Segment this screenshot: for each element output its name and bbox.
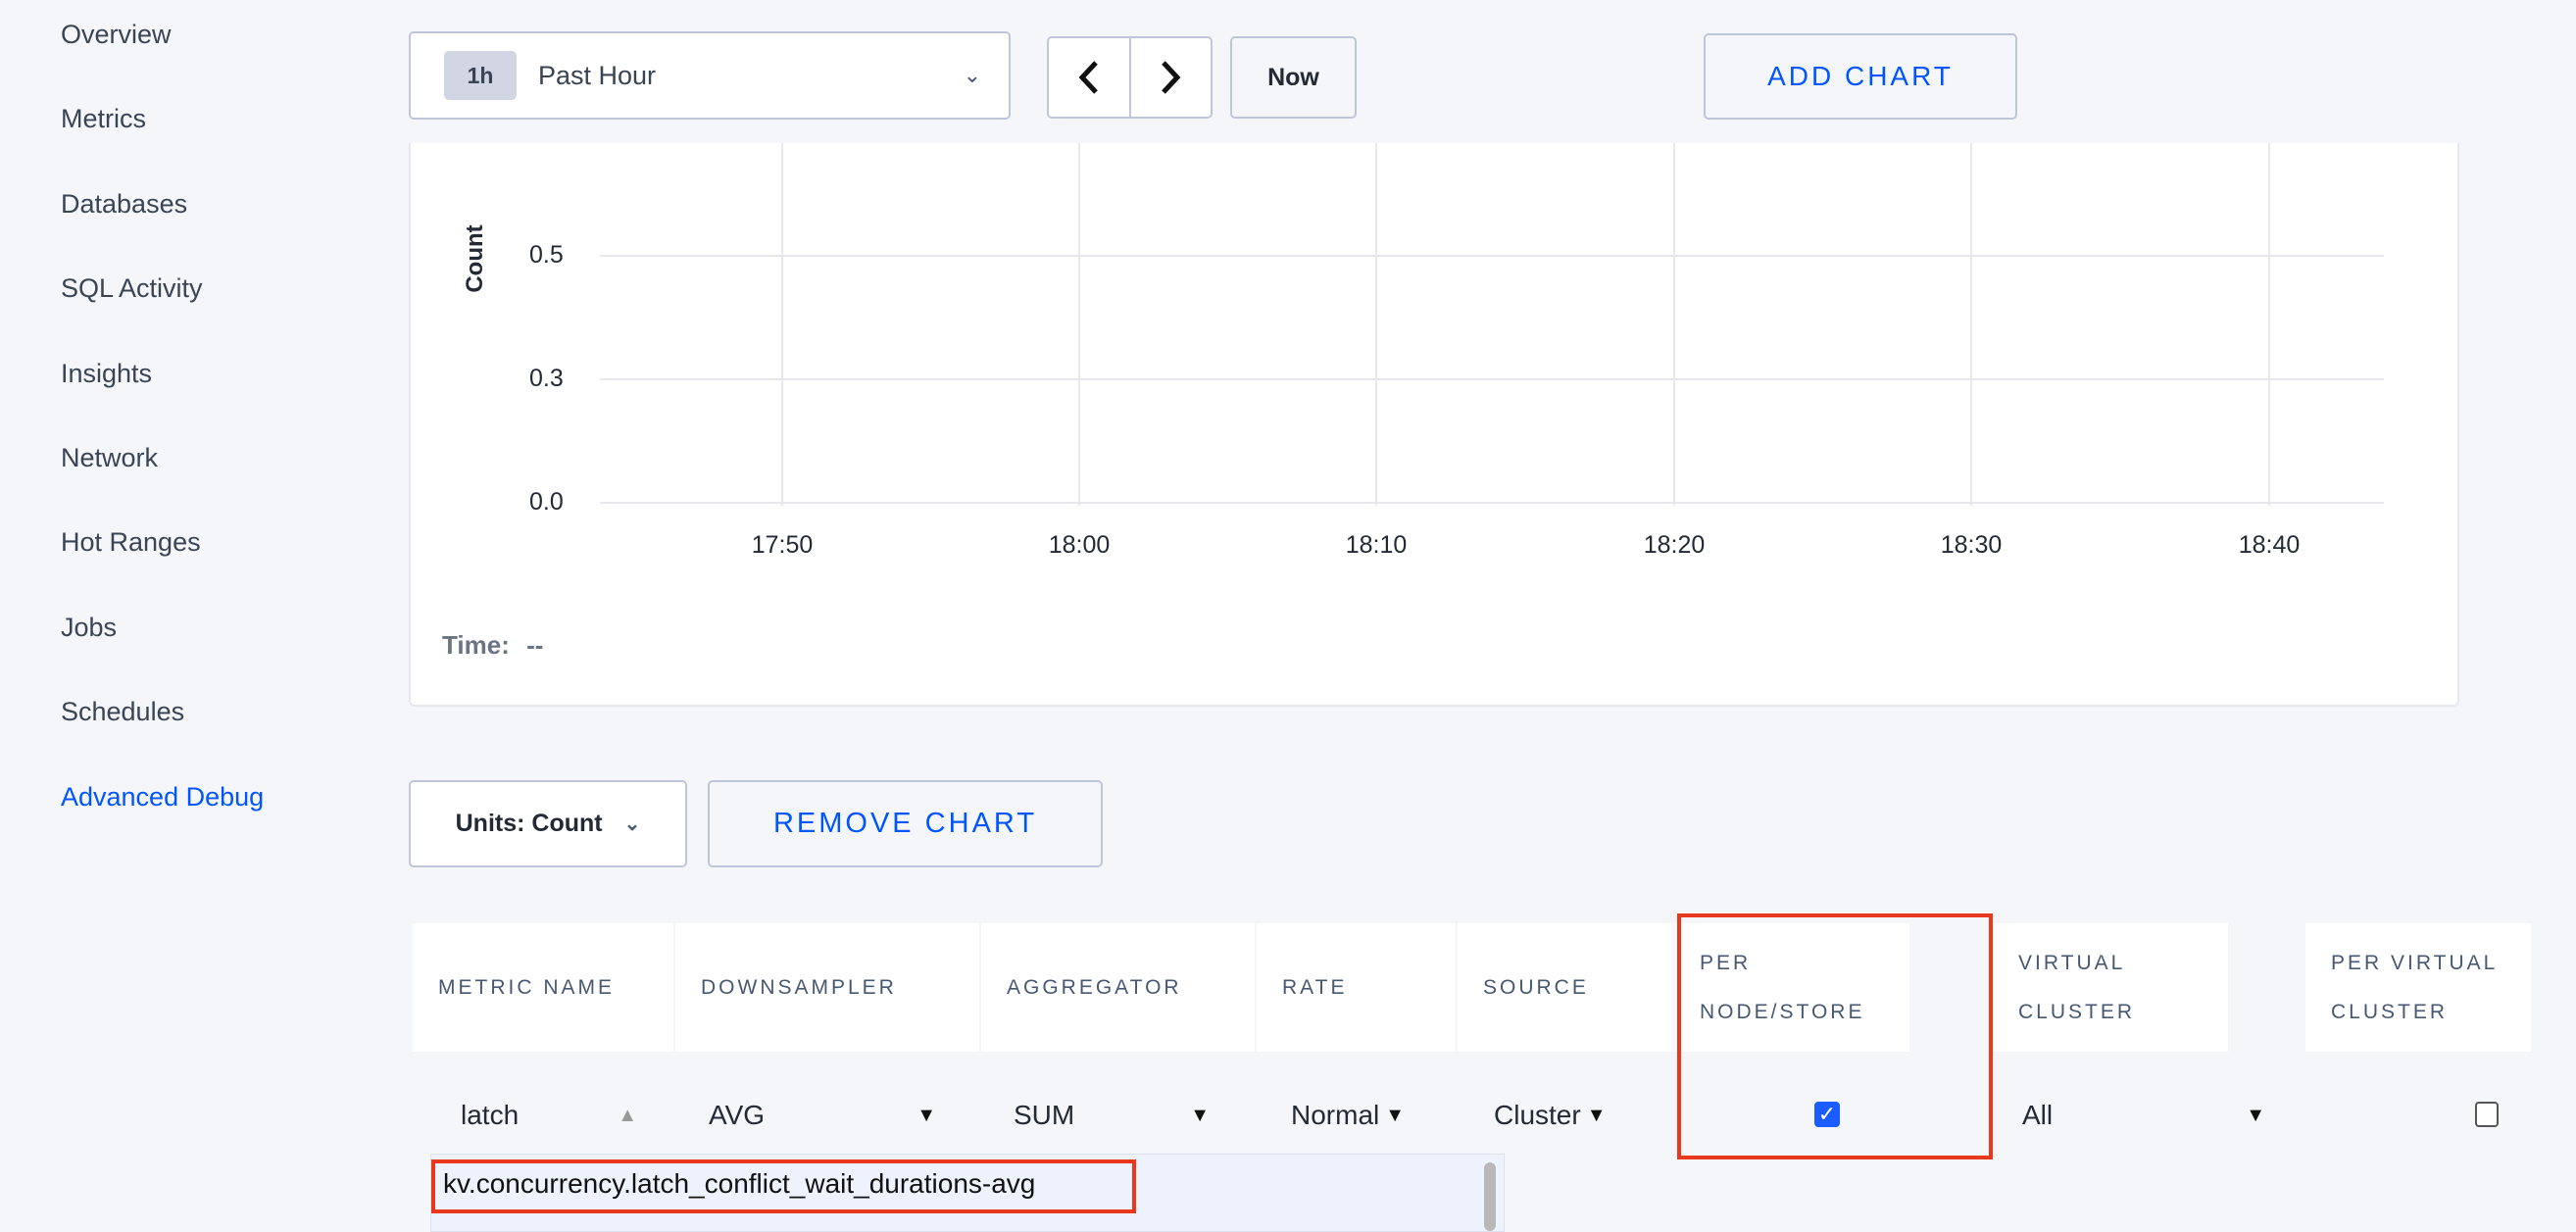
highlight-metric-option xyxy=(431,1159,1136,1213)
per-node-store-checkbox[interactable]: ✓ xyxy=(1814,1102,1840,1127)
per-virtual-cluster-checkbox[interactable] xyxy=(2475,1102,2499,1127)
sidebar-item-overview[interactable]: Overview xyxy=(61,20,172,49)
highlight-per-node-store xyxy=(1677,913,1993,1159)
x-tick: 18:10 xyxy=(1345,531,1408,559)
gridline xyxy=(1970,143,1972,506)
aggregator-value: SUM xyxy=(1014,1100,1075,1130)
chevron-down-icon: ⌄ xyxy=(623,813,641,835)
caret-down-icon: ▼ xyxy=(2246,1104,2265,1126)
time-nav-group xyxy=(1047,36,1213,119)
sidebar-item-metrics[interactable]: Metrics xyxy=(61,104,146,133)
remove-chart-button[interactable]: REMOVE CHART xyxy=(708,780,1103,867)
units-label: Units: Count xyxy=(455,810,603,837)
triangle-up-icon: ▲ xyxy=(618,1104,637,1126)
chevron-left-icon xyxy=(1078,61,1098,94)
chevron-down-icon: ⌄ xyxy=(963,63,981,87)
hover-time-label: Time: xyxy=(442,630,510,660)
chart-panel xyxy=(409,143,2459,707)
sidebar-item-hot-ranges[interactable]: Hot Ranges xyxy=(61,527,201,557)
y-axis-label: Count xyxy=(462,224,488,293)
time-range-badge: 1h xyxy=(444,51,517,100)
rate-select[interactable]: Normal ▼ xyxy=(1291,1093,1424,1138)
gridline xyxy=(2268,143,2270,506)
sidebar-item-network[interactable]: Network xyxy=(61,443,159,472)
aggregator-select[interactable]: SUM ▼ xyxy=(1014,1093,1210,1138)
source-select[interactable]: Cluster ▼ xyxy=(1494,1093,1631,1138)
y-tick: 0.0 xyxy=(529,488,564,516)
y-tick: 0.3 xyxy=(529,365,564,392)
x-tick: 18:00 xyxy=(1048,531,1111,559)
metric-name-input[interactable]: latch ▲ xyxy=(461,1093,637,1138)
sidebar-item-sql-activity[interactable]: SQL Activity xyxy=(61,273,203,303)
source-value: Cluster xyxy=(1494,1100,1581,1130)
metric-name-value: latch xyxy=(461,1100,520,1130)
add-chart-button[interactable]: ADD CHART xyxy=(1704,33,2017,120)
header-downsampler: DOWNSAMPLER xyxy=(675,923,979,1052)
autocomplete-option[interactable]: kv.concurrency.latch_conflict_wait_durat… xyxy=(443,1168,1036,1199)
gridline xyxy=(600,378,2384,380)
header-aggregator: AGGREGATOR xyxy=(981,923,1255,1052)
hover-time: Time: -- xyxy=(442,630,543,661)
caret-down-icon: ▼ xyxy=(916,1104,936,1126)
header-rate: RATE xyxy=(1257,923,1456,1052)
sidebar-item-jobs[interactable]: Jobs xyxy=(61,613,118,642)
sidebar-item-schedules[interactable]: Schedules xyxy=(61,697,185,726)
x-tick: 18:30 xyxy=(1940,531,2003,559)
scrollbar[interactable] xyxy=(1484,1162,1496,1231)
now-button[interactable]: Now xyxy=(1230,36,1357,119)
chevron-right-icon xyxy=(1162,61,1181,94)
gridline xyxy=(600,502,2384,504)
header-per-node-store: PER NODE/STORE xyxy=(1674,923,1909,1052)
hover-time-value: -- xyxy=(526,630,544,660)
previous-button[interactable] xyxy=(1049,38,1131,117)
header-per-virtual-cluster: PER VIRTUAL CLUSTER xyxy=(2305,923,2531,1052)
sidebar-item-advanced-debug[interactable]: Advanced Debug xyxy=(61,782,265,812)
caret-down-icon: ▼ xyxy=(1190,1104,1210,1126)
x-tick: 17:50 xyxy=(751,531,814,559)
gridline xyxy=(600,255,2384,257)
gridline xyxy=(1078,143,1080,506)
rate-value: Normal xyxy=(1291,1100,1380,1130)
time-range-select[interactable]: 1h Past Hour ⌄ xyxy=(409,31,1011,120)
y-tick: 0.5 xyxy=(529,241,564,269)
caret-down-icon: ▼ xyxy=(1385,1104,1406,1126)
header-metric-name: METRIC NAME xyxy=(413,923,673,1052)
header-virtual-cluster: VIRTUAL CLUSTER xyxy=(1993,923,2228,1052)
header-source: SOURCE xyxy=(1458,923,1672,1052)
sidebar-item-databases[interactable]: Databases xyxy=(61,189,188,219)
virtual-cluster-select[interactable]: All ▼ xyxy=(2022,1093,2265,1138)
gridline xyxy=(1375,143,1377,506)
x-tick: 18:40 xyxy=(2238,531,2301,559)
x-tick: 18:20 xyxy=(1643,531,1706,559)
downsampler-value: AVG xyxy=(709,1100,766,1130)
next-button[interactable] xyxy=(1131,38,1212,117)
caret-down-icon: ▼ xyxy=(1586,1104,1607,1126)
gridline xyxy=(781,143,783,506)
downsampler-select[interactable]: AVG ▼ xyxy=(709,1093,936,1138)
units-select[interactable]: Units: Count ⌄ xyxy=(409,780,687,867)
gridline xyxy=(1673,143,1675,506)
virtual-cluster-value: All xyxy=(2022,1100,2054,1130)
sidebar-item-insights[interactable]: Insights xyxy=(61,359,153,388)
time-range-label: Past Hour xyxy=(538,60,657,90)
